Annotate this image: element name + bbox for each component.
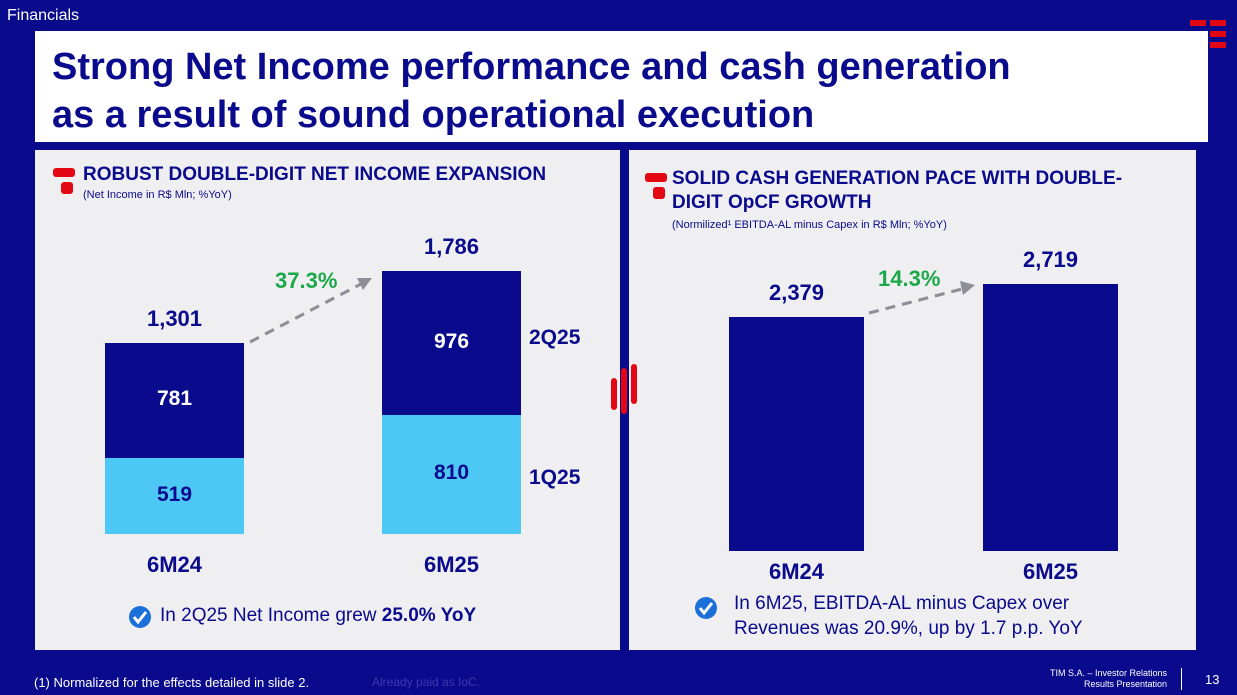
- category-label-6M24: 6M24: [768, 559, 825, 584]
- bar-value-label: 2,719: [1022, 247, 1079, 272]
- page-title-line-1: Strong Net Income performance and cash g…: [52, 46, 1011, 88]
- legend-1q25: 1Q25: [529, 466, 581, 489]
- cash-generation-note: In 6M25, EBITDA-AL minus Capex over Reve…: [734, 591, 1083, 641]
- bar-label-1q25: 810: [433, 461, 470, 485]
- bar-total-label: 1,786: [423, 234, 480, 259]
- net-income-panel: ROBUST DOUBLE-DIGIT NET INCOME EXPANSION…: [35, 150, 620, 650]
- category-label-6M25: 6M25: [423, 552, 480, 577]
- cash-generation-note-line-2: Revenues was 20.9%, up by 1.7 p.p. YoY: [734, 618, 1083, 639]
- category-label-6M24: 6M24: [146, 552, 203, 577]
- bar-total-label: 1,301: [146, 305, 203, 331]
- panel-divider-icon: [611, 364, 637, 414]
- footer-info: TIM S.A. – Investor Relations Results Pr…: [1050, 668, 1167, 690]
- bar-1q25-6M24: [105, 457, 244, 534]
- check-icon: [129, 606, 151, 628]
- bar-value-label: 2,379: [768, 280, 825, 306]
- page-title-line-2: as a result of sound operational executi…: [52, 94, 815, 136]
- bar-label-2q25: 781: [156, 387, 193, 411]
- footer-company: TIM S.A. – Investor Relations: [1049, 668, 1167, 678]
- section-label: Financials: [7, 7, 80, 24]
- bar-6M25: [983, 284, 1118, 551]
- cash-generation-subheading: (Normilized¹ EBITDA-AL minus Capex in R$…: [672, 219, 947, 231]
- bar-2q25-6M24: [105, 342, 244, 458]
- bar-6M24: [729, 317, 864, 551]
- cash-generation-heading: SOLID CASH GENERATION PACE WITH DOUBLE- …: [672, 167, 1122, 215]
- footer-doc: Results Presentation: [1083, 679, 1167, 689]
- bar-2q25-6M25: [382, 271, 521, 415]
- growth-label: 37.3%: [275, 268, 338, 293]
- cash-generation-heading-line-2: DIGIT OpCF GROWTH: [672, 192, 872, 213]
- footnote: (1) Normalized for the effects detailed …: [34, 675, 310, 690]
- net-income-heading: ROBUST DOUBLE-DIGIT NET INCOME EXPANSION: [83, 164, 547, 185]
- red-bullet-icon: [645, 173, 667, 199]
- page-number: 13: [1205, 672, 1220, 687]
- bar-label-1q25: 519: [156, 482, 193, 506]
- growth-label: 14.3%: [878, 266, 941, 291]
- net-income-note-bold: 25.0% YoY: [381, 605, 477, 626]
- check-icon: [695, 597, 717, 619]
- net-income-subheading: (Net Income in R$ Mln; %YoY): [83, 189, 232, 201]
- category-label-6M25: 6M25: [1022, 559, 1079, 584]
- cash-generation-panel: SOLID CASH GENERATION PACE WITH DOUBLE- …: [629, 150, 1196, 650]
- footnote-ghost: Already paid as IoC.: [372, 675, 481, 689]
- cash-generation-heading-line-1: SOLID CASH GENERATION PACE WITH DOUBLE-: [672, 168, 1123, 189]
- footer-divider: [1181, 668, 1182, 690]
- net-income-note-text: In 2Q25 Net Income grew: [160, 605, 382, 626]
- page-title: Strong Net Income performance and cash g…: [52, 43, 1011, 139]
- cash-generation-note-line-1: In 6M25, EBITDA-AL minus Capex over: [734, 593, 1070, 614]
- net-income-note: In 2Q25 Net Income grew 25.0% YoY: [160, 603, 476, 628]
- bar-label-2q25: 976: [433, 329, 470, 353]
- red-bullet-icon: [53, 168, 75, 194]
- bar-1q25-6M25: [382, 414, 521, 534]
- legend-2q25: 2Q25: [529, 326, 581, 349]
- title-area: Strong Net Income performance and cash g…: [35, 31, 1208, 142]
